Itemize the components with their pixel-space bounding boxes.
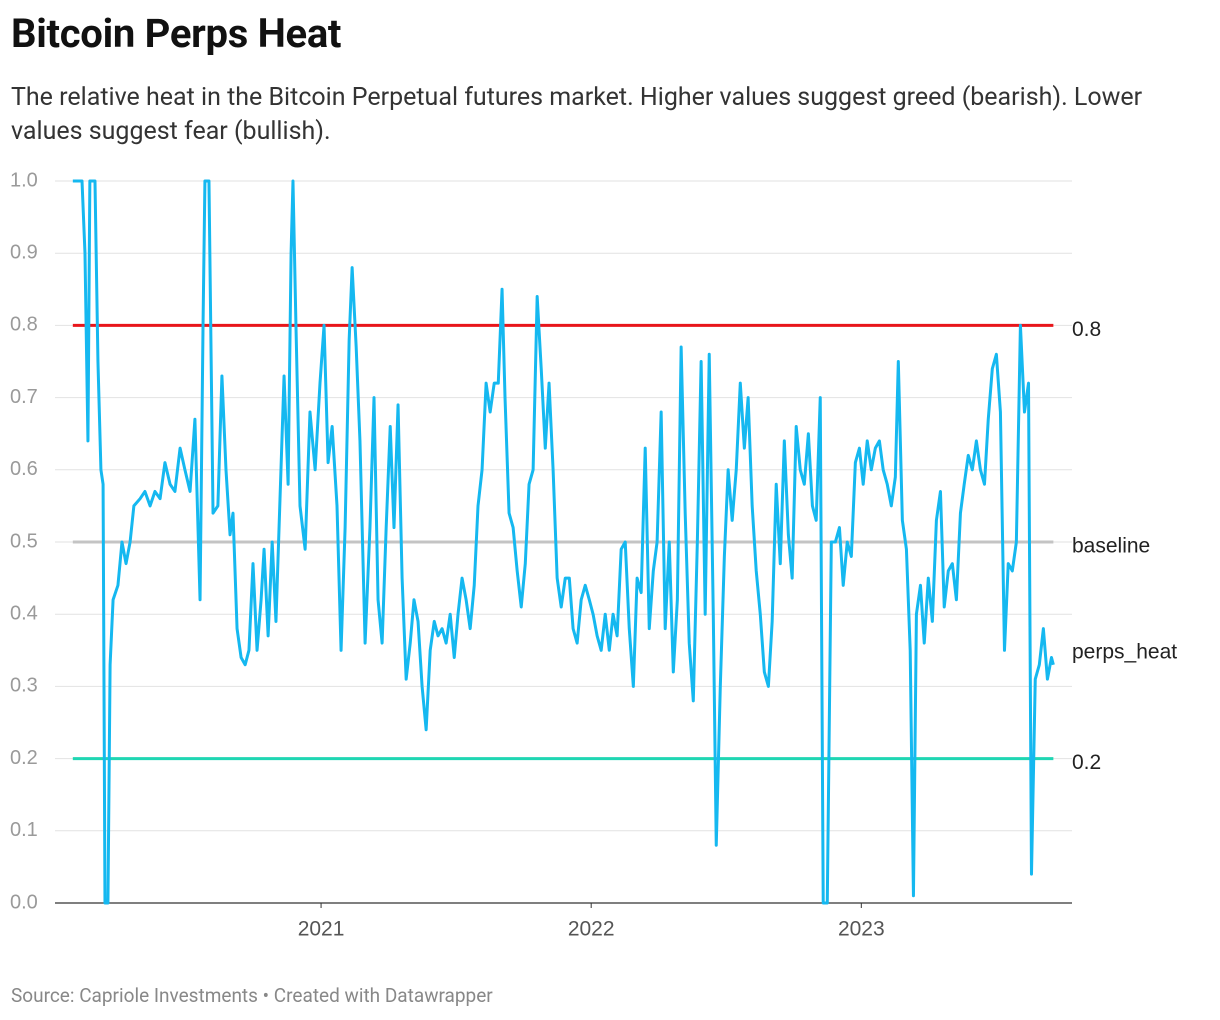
y-tick-label: 0.9 [10, 241, 38, 263]
y-tick-label: 0.7 [10, 386, 38, 408]
source-note: Source: Capriole Investments • Created w… [11, 984, 493, 1007]
chart-subtitle: The relative heat in the Bitcoin Perpetu… [11, 83, 1143, 146]
y-tick-label: 0.3 [10, 675, 38, 697]
y-tick-label: 1.0 [10, 169, 38, 191]
x-tick-label: 2021 [298, 918, 345, 941]
data-line [72, 179, 1055, 905]
y-tick-label: 0.1 [10, 819, 38, 841]
chart: 0.0 0.1 0.2 0.3 0.4 0.5 0.6 0.7 0.8 0.9 1.0 2021 202… [10, 169, 1177, 941]
x-tick-label: 2022 [568, 918, 615, 941]
y-tick-label: 0.5 [10, 530, 38, 552]
y-tick-label: 0.6 [10, 458, 38, 480]
reference-label: 0.8 [1072, 318, 1101, 341]
y-tick-label: 0.2 [10, 747, 38, 769]
reference-label: baseline [1072, 535, 1150, 558]
y-tick-label: 0.4 [10, 602, 38, 624]
x-tick-label: 2023 [838, 918, 885, 941]
y-tick-label: 0.0 [10, 891, 38, 913]
reference-label: 0.2 [1072, 751, 1101, 774]
y-tick-label: 0.8 [10, 314, 38, 336]
chart-title: Bitcoin Perps Heat [11, 10, 342, 57]
series-label: perps_heat [1072, 640, 1177, 663]
